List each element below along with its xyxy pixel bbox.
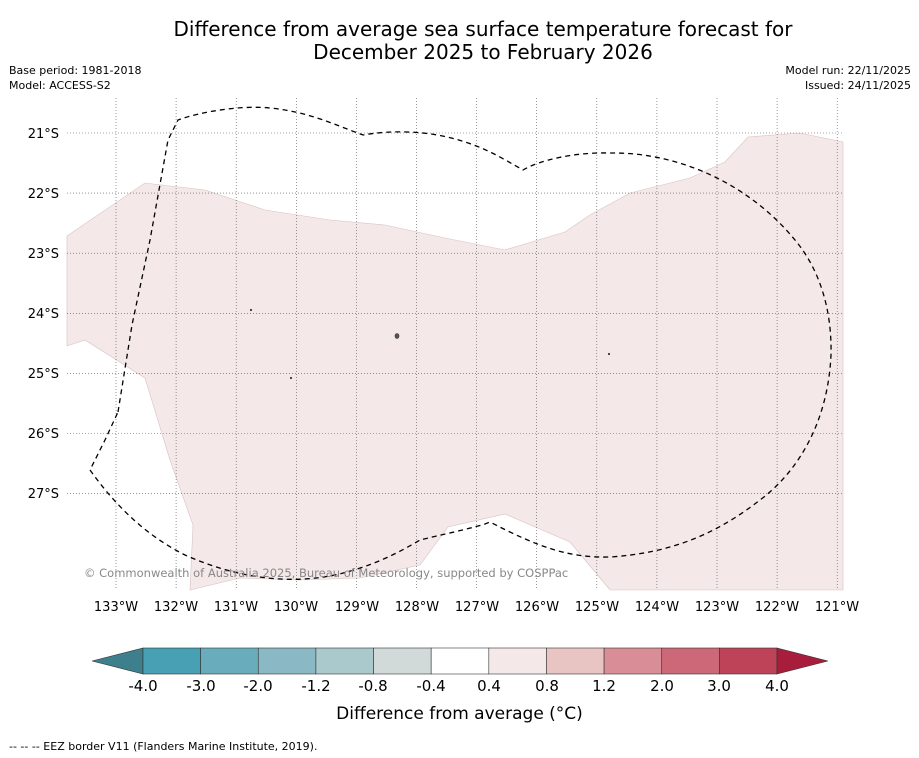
colorbar-cell: [142, 647, 201, 675]
lon-label-123: 123°W: [695, 600, 739, 615]
colorbar-cell: [719, 647, 778, 675]
right-metadata: Model run: 22/11/2025 Issued: 24/11/2025: [785, 63, 911, 93]
lat-label-25: 25°S: [28, 367, 59, 382]
cb-tick-3: -2.0: [243, 677, 272, 695]
lon-label-129: 129°W: [335, 600, 379, 615]
cb-tick-8: 0.8: [535, 677, 559, 695]
cb-tick-7: 0.4: [477, 677, 501, 695]
copyright-text: © Commonwealth of Australia 2025, Bureau…: [84, 566, 568, 580]
island-2: [249, 308, 253, 312]
lon-label-130: 130°W: [274, 600, 318, 615]
colorbar-cell: [661, 647, 720, 675]
footnote: -- -- -- EEZ border V11 (Flanders Marine…: [9, 740, 318, 753]
colorbar-over-arrow: [776, 647, 829, 675]
lon-label-127: 127°W: [455, 600, 499, 615]
cb-tick-6: -0.4: [416, 677, 445, 695]
colorbar: [91, 647, 829, 675]
colorbar-cells: [142, 647, 778, 675]
cb-tick-4: -1.2: [301, 677, 330, 695]
lon-label-124: 124°W: [635, 600, 679, 615]
issued-date: Issued: 24/11/2025: [804, 79, 911, 92]
colorbar-cell: [546, 647, 605, 675]
lat-label-27: 27°S: [28, 487, 59, 502]
cb-tick-2: -3.0: [186, 677, 215, 695]
cb-tick-5: -0.8: [358, 677, 387, 695]
colorbar-title: Difference from average (°C): [336, 704, 583, 724]
lon-label-126: 126°W: [515, 600, 559, 615]
colorbar-cell: [488, 647, 547, 675]
anomaly-field: [66, 132, 844, 591]
longitude-labels: 133°W 132°W 131°W 130°W 129°W 128°W 127°…: [94, 600, 859, 615]
islands: [249, 308, 611, 380]
lat-label-22: 22°S: [28, 187, 59, 202]
colorbar-cell: [430, 647, 490, 675]
cb-tick-9: 1.2: [592, 677, 616, 695]
colorbar-cell: [257, 647, 317, 675]
lon-label-131: 131°W: [214, 600, 258, 615]
cb-tick-10: 2.0: [650, 677, 674, 695]
island-3: [289, 376, 293, 380]
map-title: Difference from average sea surface temp…: [0, 18, 919, 64]
left-metadata: Base period: 1981-2018 Model: ACCESS-S2: [9, 63, 141, 93]
lon-label-128: 128°W: [395, 600, 439, 615]
island-1: [394, 333, 400, 339]
lon-label-121: 121°W: [815, 600, 859, 615]
lon-label-133: 133°W: [94, 600, 138, 615]
colorbar-ticks: -4.0 -3.0 -2.0 -1.2 -0.8 -0.4 0.4 0.8 1.…: [128, 677, 789, 695]
lon-label-122: 122°W: [755, 600, 799, 615]
colorbar-cell: [200, 647, 259, 675]
eez-border: [89, 106, 832, 580]
graticule: [67, 98, 843, 590]
title-line-1: Difference from average sea surface temp…: [173, 17, 793, 41]
colorbar-cell: [315, 647, 374, 675]
lon-label-132: 132°W: [154, 600, 198, 615]
lon-label-125: 125°W: [575, 600, 619, 615]
cb-tick-1: -4.0: [128, 677, 157, 695]
colorbar-cell: [373, 647, 432, 675]
model-name: Model: ACCESS-S2: [9, 79, 111, 92]
latitude-labels: 21°S 22°S 23°S 24°S 25°S 26°S 27°S: [28, 127, 59, 502]
lat-label-23: 23°S: [28, 247, 59, 262]
colorbar-cell: [603, 647, 663, 675]
lat-label-26: 26°S: [28, 427, 59, 442]
lat-label-21: 21°S: [28, 127, 59, 142]
cb-tick-11: 3.0: [707, 677, 731, 695]
island-4: [607, 352, 611, 356]
cb-tick-12: 4.0: [765, 677, 789, 695]
base-period: Base period: 1981-2018: [9, 64, 142, 77]
lat-label-24: 24°S: [28, 307, 59, 322]
colorbar-under-arrow: [91, 647, 144, 675]
model-run: Model run: 22/11/2025: [785, 64, 911, 77]
title-line-2: December 2025 to February 2026: [313, 40, 653, 64]
